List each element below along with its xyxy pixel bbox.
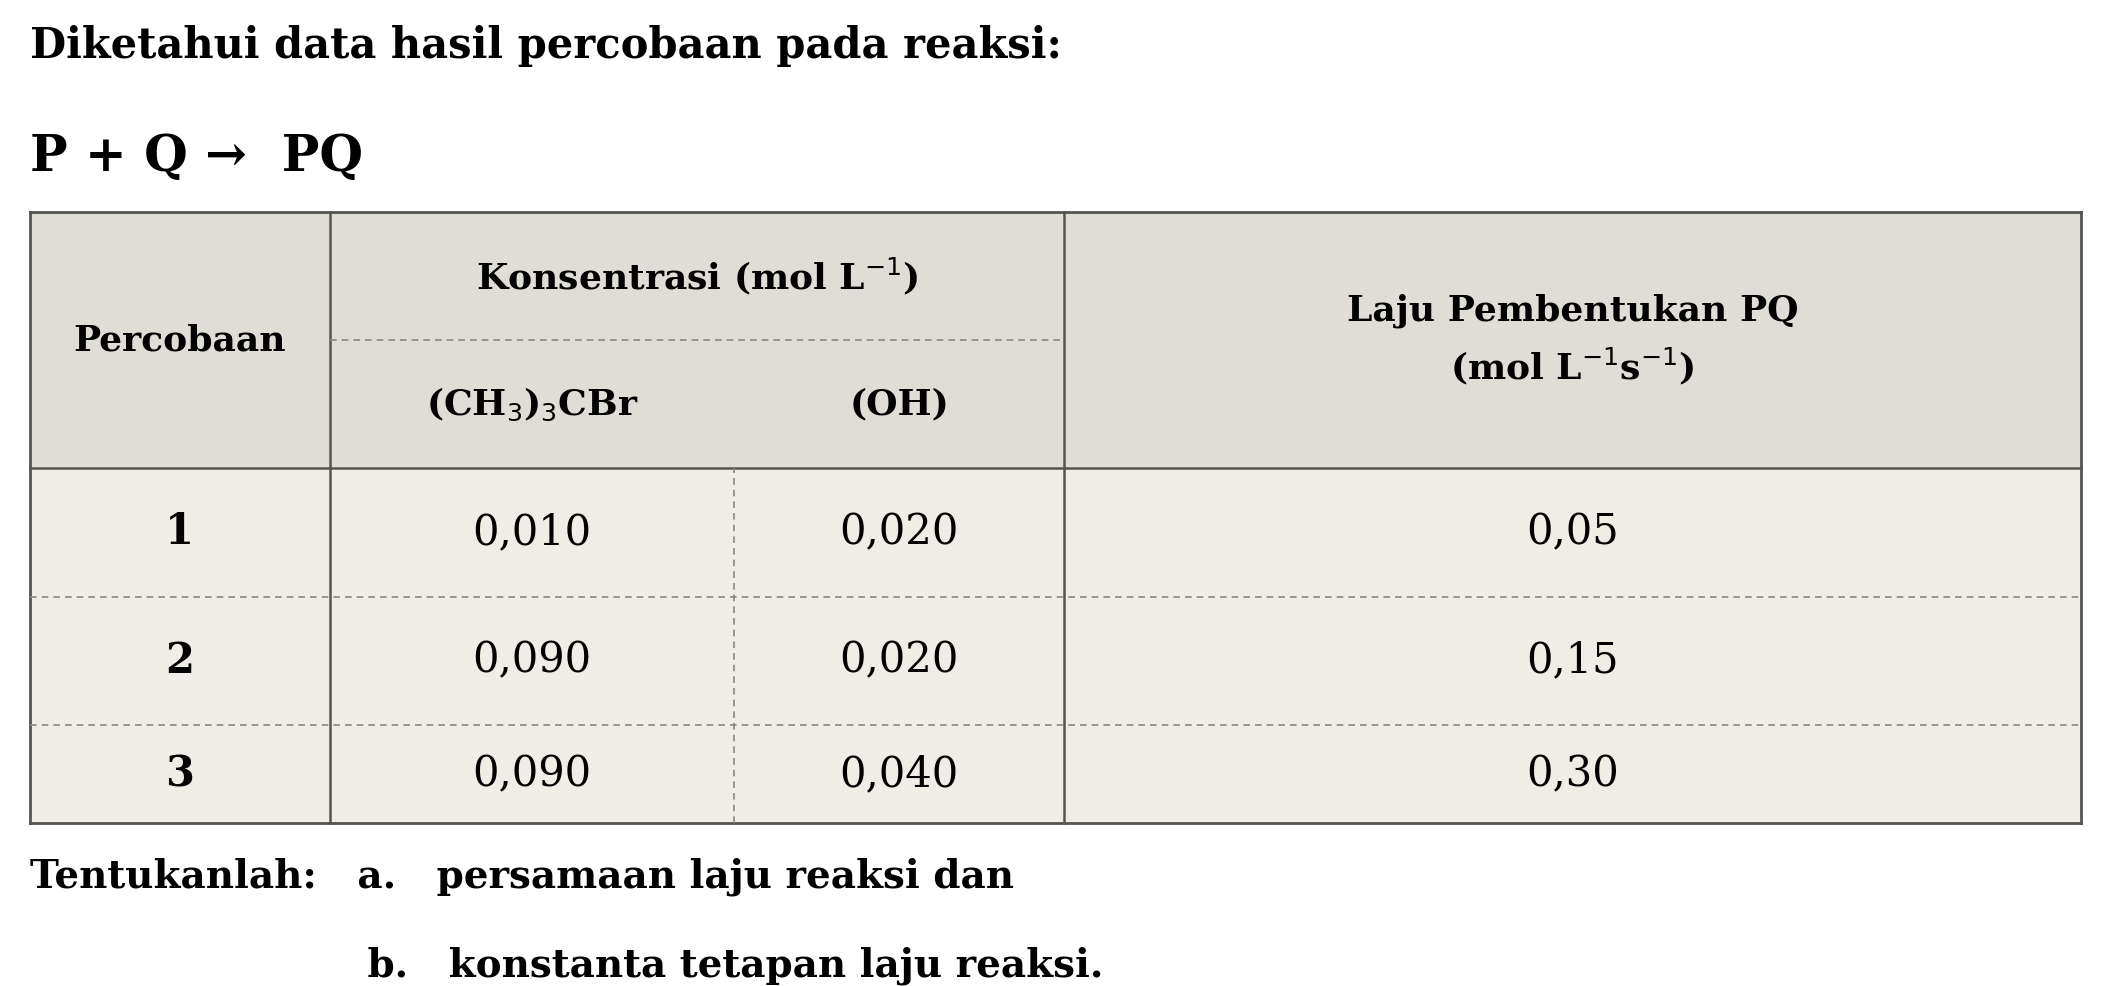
Text: 0,010: 0,010	[472, 512, 592, 553]
Bar	[330, 725, 734, 823]
Text: Konsentrasi (mol L$^{-1}$): Konsentrasi (mol L$^{-1}$)	[477, 255, 917, 297]
Text: (OH): (OH)	[849, 387, 949, 421]
Text: (CH$_3$)$_3$CBr: (CH$_3$)$_3$CBr	[426, 386, 638, 423]
Bar	[734, 468, 1064, 597]
Text: 0,090: 0,090	[472, 753, 592, 795]
Text: 0,040: 0,040	[838, 753, 960, 795]
Bar	[330, 212, 1064, 340]
Text: 0,05: 0,05	[1526, 512, 1619, 553]
Bar	[734, 340, 1064, 468]
Text: b.   konstanta tetapan laju reaksi.: b. konstanta tetapan laju reaksi.	[30, 947, 1102, 985]
Text: 1: 1	[166, 512, 194, 553]
Bar	[30, 725, 330, 823]
Bar	[1064, 468, 2081, 597]
Text: 0,020: 0,020	[838, 512, 960, 553]
Text: Tentukanlah:   a.   persamaan laju reaksi dan: Tentukanlah: a. persamaan laju reaksi da…	[30, 858, 1013, 896]
Bar	[330, 340, 734, 468]
Text: Percobaan: Percobaan	[74, 323, 285, 357]
Bar	[330, 597, 734, 725]
Bar	[734, 597, 1064, 725]
Text: 3: 3	[166, 753, 194, 795]
Bar	[30, 212, 330, 468]
Text: 0,15: 0,15	[1526, 640, 1619, 681]
Text: 0,30: 0,30	[1526, 753, 1619, 795]
Bar	[1064, 212, 2081, 468]
Text: 2: 2	[166, 640, 194, 681]
Bar	[1064, 725, 2081, 823]
Bar	[30, 468, 330, 597]
Text: P + Q →  PQ: P + Q → PQ	[30, 133, 362, 182]
Text: 0,020: 0,020	[838, 640, 960, 681]
Bar	[734, 725, 1064, 823]
Bar	[30, 597, 330, 725]
Text: Laju Pembentukan PQ
(mol L$^{-1}$s$^{-1}$): Laju Pembentukan PQ (mol L$^{-1}$s$^{-1}…	[1347, 294, 1798, 387]
Text: 0,090: 0,090	[472, 640, 592, 681]
Text: Diketahui data hasil percobaan pada reaksi:: Diketahui data hasil percobaan pada reak…	[30, 25, 1062, 67]
Bar	[1064, 597, 2081, 725]
Bar	[330, 468, 734, 597]
